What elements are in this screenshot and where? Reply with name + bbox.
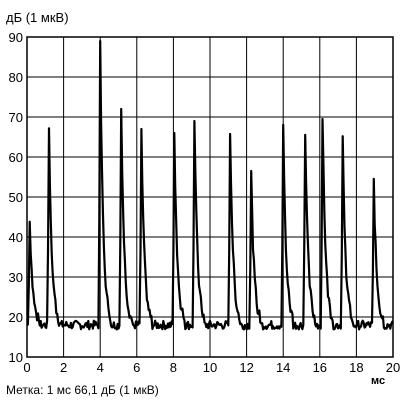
x-tick-label: 2 <box>60 360 67 375</box>
y-axis-ticks: 10 20 30 40 50 60 70 80 90 <box>9 30 23 365</box>
x-tick-label: 20 <box>386 360 400 375</box>
y-tick-label: 80 <box>9 70 23 85</box>
y-axis-label: дБ (1 мкВ) <box>6 10 69 25</box>
x-tick-label: 14 <box>276 360 290 375</box>
x-tick-label: 8 <box>170 360 177 375</box>
y-tick-label: 10 <box>9 350 23 365</box>
plot-frame <box>26 36 394 358</box>
y-tick-label: 30 <box>9 270 23 285</box>
y-tick-label: 60 <box>9 150 23 165</box>
x-tick-label: 10 <box>203 360 217 375</box>
y-tick-label: 50 <box>9 190 23 205</box>
y-tick-label: 90 <box>9 30 23 45</box>
x-tick-label: 6 <box>133 360 140 375</box>
y-tick-label: 70 <box>9 110 23 125</box>
y-tick-label: 20 <box>9 310 23 325</box>
x-tick-label: 0 <box>23 360 30 375</box>
x-tick-label: 16 <box>313 360 327 375</box>
x-tick-label: 4 <box>97 360 104 375</box>
y-tick-label: 40 <box>9 230 23 245</box>
x-tick-label: 12 <box>239 360 253 375</box>
x-tick-label: 18 <box>349 360 363 375</box>
grid <box>26 36 394 358</box>
x-axis-ticks: 0 2 4 6 8 10 12 14 16 18 20 <box>23 360 400 375</box>
x-axis-label: мс <box>371 375 385 387</box>
chart-annotation: Метка: 1 мс 66,1 дБ (1 мкВ) <box>6 383 159 397</box>
series-line <box>26 39 394 331</box>
